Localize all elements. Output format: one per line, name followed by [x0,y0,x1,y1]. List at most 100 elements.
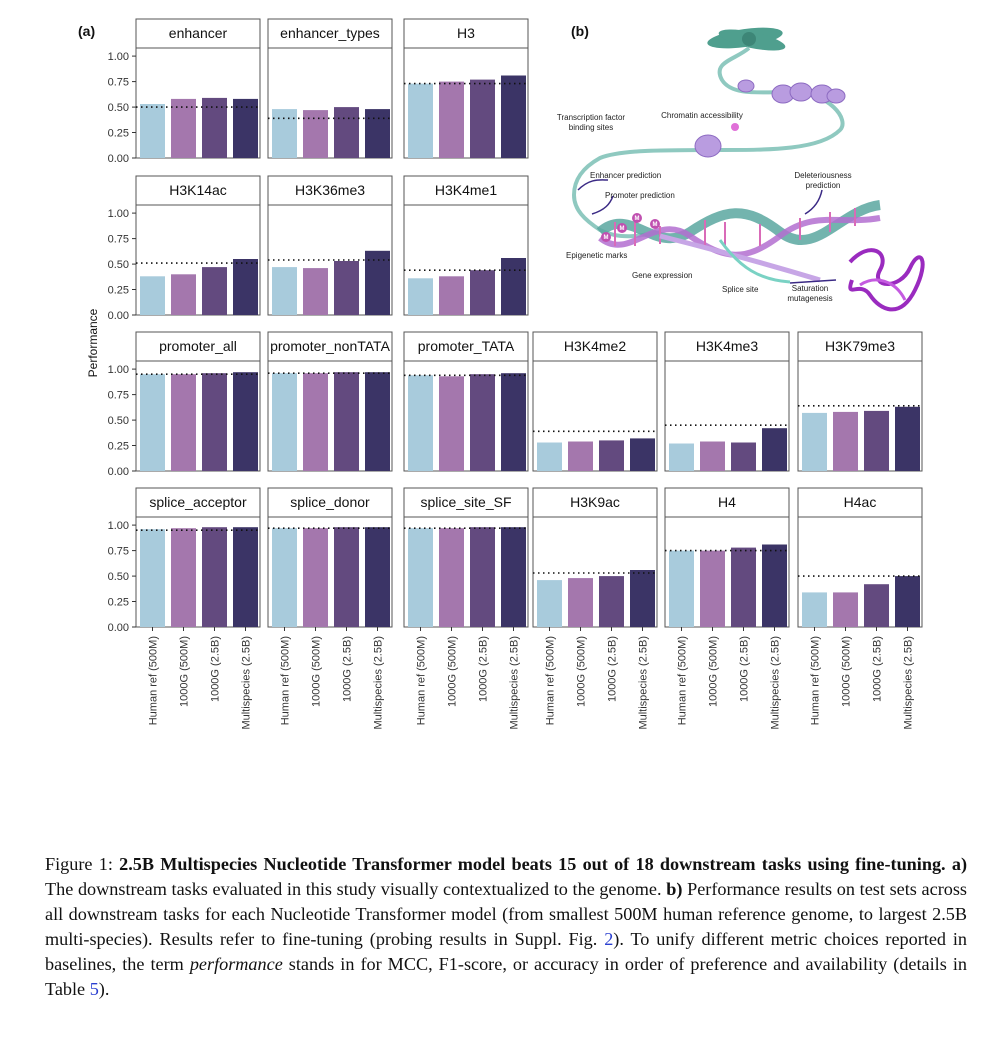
bar [833,592,858,627]
bar [140,276,165,315]
facet-panel: H3K4me1 [403,175,529,316]
y-tick-label: 0.25 [108,441,129,453]
bar [439,81,464,158]
bar [365,372,390,471]
bar [599,576,624,627]
caption-a-text: The downstream tasks evaluated in this s… [45,879,667,899]
bar [272,267,297,315]
bar [272,373,297,471]
label-enhancer-prediction: Enhancer prediction [590,171,661,180]
bar [303,110,328,158]
label-promoter-prediction: Promoter prediction [605,191,675,200]
bar [630,570,655,627]
bar [365,250,390,315]
facet-title: H4ac [844,494,877,510]
nucleosome-image [694,79,846,158]
caption-mid-text: ). To unify different metric choices rep… [45,929,967,974]
figure-caption: Figure 1: 2.5B Multispecies Nucleotide T… [45,852,967,1002]
label-chromatin: Chromatin accessibility [661,111,743,120]
bar [334,107,359,158]
bar [140,529,165,627]
facet-strip [664,487,790,518]
x-tick-label: Multispecies (2.5B) [903,636,915,730]
facet-panel: H4ac Human ref (500M) 1000G (500M) 1000G (2… [797,487,923,730]
caption-prefix: Figure 1: [45,854,120,874]
facet-title: promoter_all [159,338,237,354]
facet-title: H3K4me2 [564,338,626,354]
facet-title: enhancer [169,25,228,41]
bar [470,79,495,158]
caption-b-text: Performance results on test sets across … [45,879,967,949]
bar [334,261,359,315]
bar [171,98,196,158]
x-tick-label: Human ref (500M) [677,636,689,725]
x-tick-label: Human ref (500M) [545,636,557,725]
protein-structure-image [848,248,925,312]
y-axis-title: Performance [86,308,100,377]
bar [700,441,725,471]
bar [669,443,694,471]
accessibility-marker-image [731,123,739,131]
bar [365,527,390,627]
bar [802,412,827,471]
y-tick-label: 0.25 [108,285,129,297]
facet-panel: promoter_nonTATA [267,331,393,472]
caption-close-text: ). [98,979,110,999]
facet-panel: H3K14ac 0.00 0.25 0.50 0.75 1.00 [108,175,261,322]
x-tick-label: Human ref (500M) [148,636,160,725]
label-epigenetic-marks: Epigenetic marks [566,251,627,260]
bar [700,550,725,627]
bar [334,527,359,627]
bar [568,441,593,471]
facet-panel: H3 [403,18,529,159]
facet-title: H3K4me3 [696,338,758,354]
figure-reference-link[interactable]: 2 [604,929,614,949]
bar [470,374,495,471]
x-tick-label: Human ref (500M) [416,636,428,725]
facet-title: H3 [457,25,475,41]
svg-text:M: M [653,222,658,228]
bar [731,442,756,471]
facet-strip [267,487,393,518]
bar [669,550,694,627]
facet-title: H3K79me3 [825,338,895,354]
bar [303,268,328,315]
facet-strip [135,331,261,362]
facet-title: promoter_nonTATA [270,338,390,354]
facet-panel: splice_site_SF Human ref (500M) 1000G (500… [403,487,529,730]
bar [171,528,196,627]
facet-panel: H3K4me3 [664,331,790,472]
annotation-arrows [577,179,837,284]
facet-strip [403,487,529,518]
bar [470,270,495,315]
panel-label-a: (a) [78,23,95,39]
x-tick-label: 1000G (500M) [447,636,459,707]
facet-title: H3K14ac [169,182,227,198]
bar [731,547,756,627]
bar [303,373,328,471]
y-tick-label: 0.00 [108,622,129,634]
facet-panel: enhancer 0.00 0.25 0.50 0.75 1.00 [108,18,261,165]
bar [439,528,464,627]
bar [599,440,624,471]
x-tick-label: Human ref (500M) [810,636,822,725]
x-tick-label: 1000G (500M) [576,636,588,707]
table-reference-link[interactable]: 5 [89,979,99,999]
bar [171,274,196,315]
bar [470,527,495,627]
x-tick-label: Human ref (500M) [280,636,292,725]
bar [303,528,328,627]
bar [140,374,165,471]
bar [408,375,433,471]
x-tick-label: 1000G (2.5B) [210,636,222,702]
x-tick-label: 1000G (2.5B) [342,636,354,702]
svg-text:M: M [620,226,625,232]
bar [537,442,562,471]
facet-strip [664,331,790,362]
panel-label-b: (b) [571,23,589,39]
x-tick-label: 1000G (500M) [179,636,191,707]
label-saturation-mutagenesis: Saturation mutagenesis [787,284,832,303]
facet-title: splice_acceptor [149,494,247,510]
bar [501,258,526,315]
bar [365,109,390,158]
